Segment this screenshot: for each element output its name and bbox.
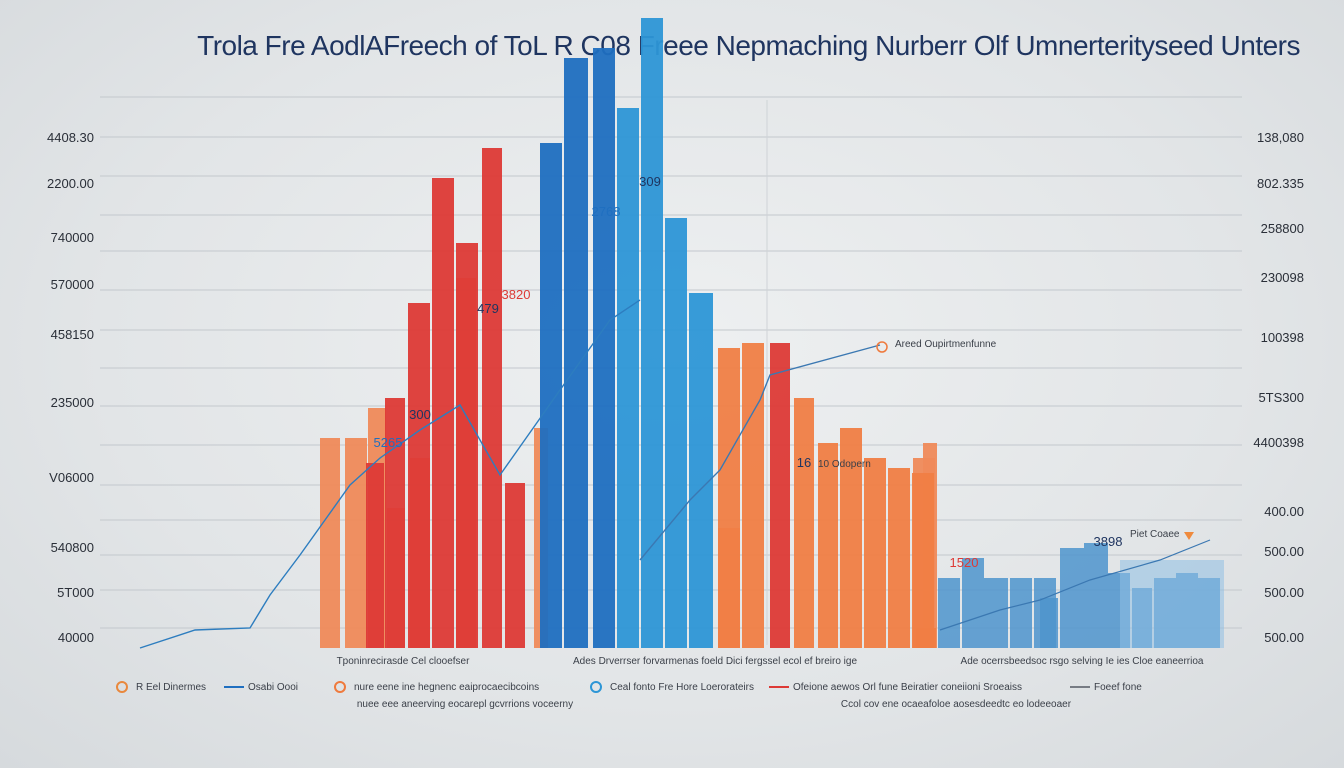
legend-label: nure eene ine hegnenc eaiprocaecibcoins: [354, 682, 539, 693]
annotations: Areed Oupirtmenfunne 10 Odopern Piet Coaee: [818, 339, 1194, 540]
bar-value-label: 16: [797, 455, 811, 470]
legend: R Eel Dinermes Osabi Oooi nure eene ine he…: [116, 681, 1142, 710]
bar-value-label: 300: [409, 407, 431, 422]
bar: [408, 303, 430, 648]
legend-label: Osabi Oooi: [248, 682, 298, 693]
right-tick-label: 500.00: [1264, 630, 1304, 645]
left-tick-label: V06000: [49, 470, 94, 485]
bar: [617, 108, 639, 648]
bar: [345, 438, 367, 648]
trend-line-right: [939, 539, 1211, 631]
bar: [540, 143, 562, 648]
bar: [366, 463, 384, 648]
right-axis: 138,080 802.335 258800 230098 100398 5TS300 44…: [1253, 130, 1304, 645]
right-tick-label: 400.00: [1264, 504, 1304, 519]
annotation-label: Piet Coaee: [1130, 529, 1180, 540]
bar: [1084, 543, 1108, 648]
bar-value-label: 1520: [950, 555, 979, 570]
bar-value-label: 3820: [502, 287, 531, 302]
bar: [770, 343, 790, 648]
left-tick-label: 2200.00: [47, 176, 94, 191]
bar: [818, 443, 838, 648]
bar-fade: [1120, 560, 1224, 648]
bar: [385, 398, 405, 648]
bar: [916, 628, 936, 648]
footer-label: Ades Drverrser forvarmenas foeld Dici fe…: [573, 656, 857, 667]
footer-labels: Tponinrecirasde Cel clooefser Ades Drverr…: [337, 656, 1204, 667]
left-tick-label: 540800: [51, 540, 94, 555]
annotation-label: Areed Oupirtmenfunne: [895, 339, 997, 350]
legend-label: Ofeione aewos Orl fune Beiratier coneiio…: [793, 682, 1022, 693]
left-axis: 4408.30 2200.00 740000 570000 458150 235000 V0…: [47, 130, 94, 645]
annotation-marker: [1184, 532, 1194, 540]
annotation-label: 10 Odopern: [818, 459, 871, 470]
legend-swatch: [334, 681, 346, 693]
bar: [505, 483, 525, 648]
legend-label: Foeef fone: [1094, 682, 1142, 693]
bar: [593, 48, 615, 648]
footer-label: Ade ocerrsbeedsoc rsgo selving Ie ies Cl…: [961, 656, 1204, 667]
bar: [1010, 578, 1032, 648]
bar: [794, 398, 814, 648]
right-tick-label: 4400398: [1253, 435, 1304, 450]
legend-swatch: [116, 681, 128, 693]
left-tick-label: 40000: [58, 630, 94, 645]
trend-line-mid: [639, 344, 881, 561]
left-tick-label: 5T000: [57, 585, 94, 600]
legend-label-secondary: Ccol cov ene ocaeafoloe aosesdeedtc eo l…: [841, 699, 1072, 710]
bar: [718, 348, 740, 648]
annotation-marker: [876, 341, 888, 353]
bar-value-label: 5265: [374, 435, 403, 450]
right-tick-label: 230098: [1261, 270, 1304, 285]
right-tick-label: 258800: [1261, 221, 1304, 236]
bar: [564, 58, 588, 648]
bars: [320, 18, 1224, 648]
left-tick-label: 4408.30: [47, 130, 94, 145]
bar: [912, 473, 934, 648]
right-tick-label: 5TS300: [1258, 390, 1304, 405]
bar: [432, 178, 454, 648]
bar: [938, 578, 960, 648]
left-tick-label: 570000: [51, 277, 94, 292]
bar-value-label: 479: [477, 301, 499, 316]
right-tick-label: 500.00: [1264, 585, 1304, 600]
legend-label: Ceal fonto Fre Hore Loerorateirs: [610, 682, 754, 693]
bar-value-label: 309: [639, 174, 661, 189]
footer-label: Tponinrecirasde Cel clooefser: [337, 656, 471, 667]
left-tick-label: 740000: [51, 230, 94, 245]
bar: [456, 243, 478, 648]
bar: [984, 578, 1008, 648]
bar: [1060, 548, 1084, 648]
legend-label: R Eel Dinermes: [136, 682, 206, 693]
bar: [482, 148, 502, 648]
bar: [888, 468, 910, 648]
right-tick-label: 802.335: [1257, 176, 1304, 191]
bar: [864, 458, 886, 648]
chart-title: Trola Fre AodlAFreech of ToL R C08 Freee…: [197, 30, 1300, 61]
right-tick-label: 138,080: [1257, 130, 1304, 145]
bar: [840, 428, 862, 648]
bar: [962, 558, 984, 648]
legend-swatch: [590, 681, 602, 693]
bar-value-label: 2768: [592, 204, 621, 219]
bar: [742, 343, 764, 648]
bar: [665, 218, 687, 648]
bar-value-label: 3898: [1094, 534, 1123, 549]
trend-line-left: [139, 299, 641, 649]
right-tick-label: 500.00: [1264, 544, 1304, 559]
legend-label-secondary: nuee eee aneerving eocarepl gcvrrions vo…: [357, 699, 573, 710]
bar: [689, 293, 713, 648]
left-tick-label: 235000: [51, 395, 94, 410]
bar: [641, 18, 663, 648]
trend-lines: [139, 299, 1211, 649]
right-tick-label: 100398: [1261, 330, 1304, 345]
left-tick-label: 458150: [51, 327, 94, 342]
bar: [1040, 598, 1058, 648]
bar: [320, 438, 340, 648]
